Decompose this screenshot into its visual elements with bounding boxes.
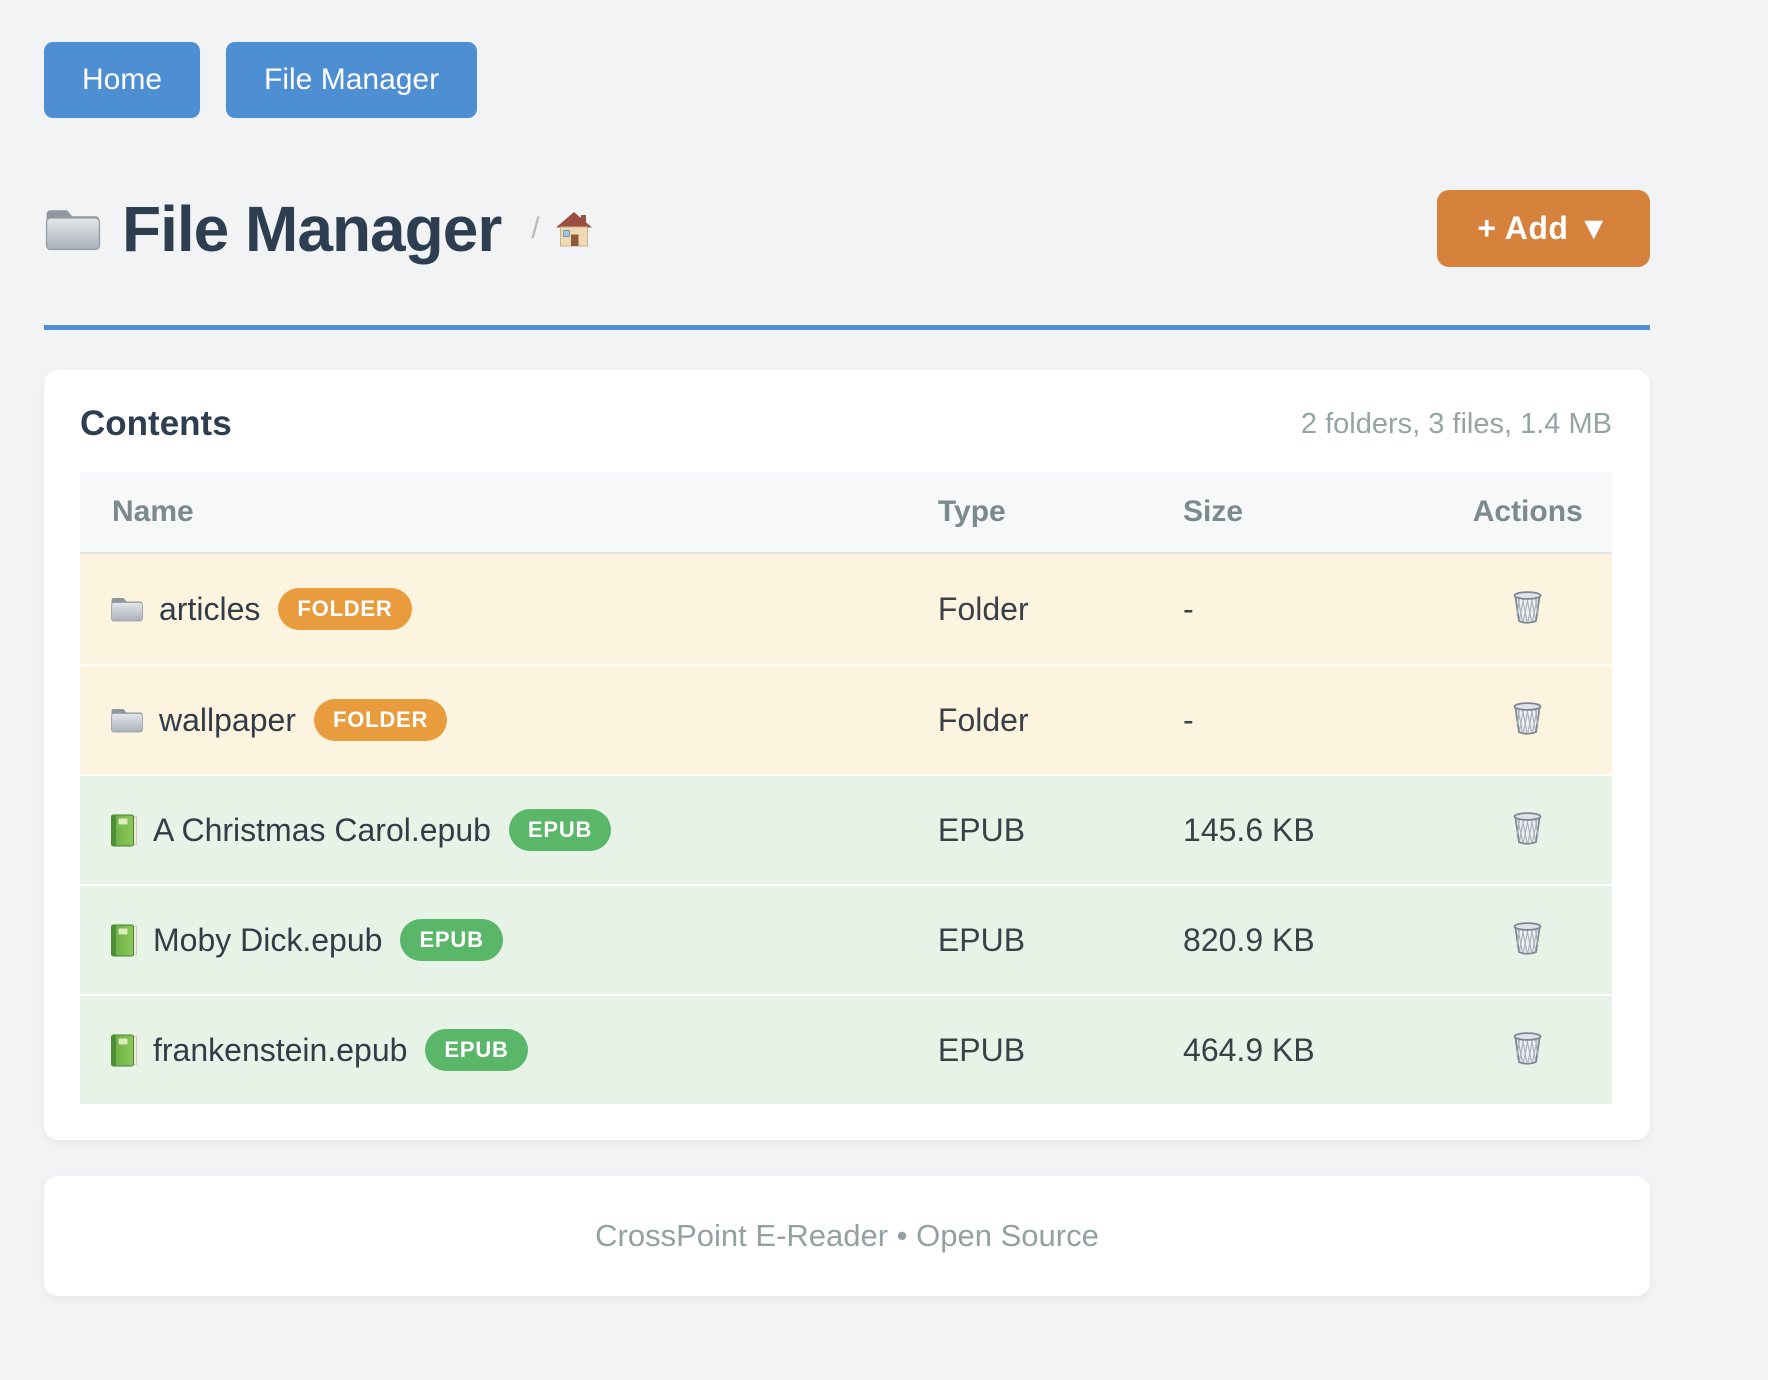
- delete-button[interactable]: [1508, 1027, 1547, 1070]
- contents-table: Name Type Size Actions ar: [80, 472, 1612, 1104]
- actions-cell: [1443, 554, 1612, 664]
- type-badge: EPUB: [400, 919, 502, 961]
- contents-card-header: Contents 2 folders, 3 files, 1.4 MB: [80, 404, 1612, 444]
- header-row: Name Type Size Actions: [80, 472, 1612, 554]
- house-icon: [554, 210, 594, 248]
- size-cell: 820.9 KB: [1183, 884, 1443, 994]
- page: Home File Manager File Manager /: [44, 0, 1650, 1296]
- folder-icon: [110, 595, 144, 623]
- footer-card: CrossPoint E-Reader • Open Source: [44, 1176, 1650, 1296]
- table-row[interactable]: articles FOLDER Folder -: [80, 554, 1612, 664]
- column-header-type: Type: [938, 472, 1183, 554]
- trash-icon: [1512, 811, 1543, 846]
- size-cell: -: [1183, 664, 1443, 774]
- contents-summary: 2 folders, 3 files, 1.4 MB: [1301, 408, 1612, 441]
- title-group: File Manager /: [44, 192, 594, 266]
- book-icon: [110, 924, 138, 957]
- top-nav: Home File Manager: [44, 42, 1650, 118]
- actions-cell: [1443, 994, 1612, 1104]
- file-name-link[interactable]: Moby Dick.epub: [153, 922, 382, 959]
- type-cell: EPUB: [938, 884, 1183, 994]
- trash-icon: [1512, 1031, 1543, 1066]
- home-button[interactable]: Home: [44, 42, 200, 118]
- type-badge: FOLDER: [314, 699, 447, 741]
- trash-icon: [1512, 921, 1543, 956]
- table-row[interactable]: wallpaper FOLDER Folder -: [80, 664, 1612, 774]
- delete-button[interactable]: [1508, 586, 1547, 629]
- contents-table-body: articles FOLDER Folder -: [80, 554, 1612, 1104]
- folder-icon: [110, 706, 144, 734]
- add-button[interactable]: + Add ▼: [1437, 190, 1650, 267]
- type-badge: FOLDER: [278, 588, 411, 630]
- size-cell: 464.9 KB: [1183, 994, 1443, 1104]
- column-header-actions: Actions: [1443, 472, 1612, 554]
- page-header: File Manager / + Add ▼: [44, 190, 1650, 330]
- footer-text: CrossPoint E-Reader • Open Source: [595, 1218, 1099, 1254]
- type-badge: EPUB: [425, 1029, 527, 1071]
- contents-title: Contents: [80, 404, 232, 444]
- breadcrumb-separator: /: [531, 212, 539, 246]
- trash-icon: [1512, 590, 1543, 625]
- table-row[interactable]: frankenstein.epub EPUB EPUB 464.9 KB: [80, 994, 1612, 1104]
- column-header-size: Size: [1183, 472, 1443, 554]
- type-cell: Folder: [938, 554, 1183, 664]
- size-cell: 145.6 KB: [1183, 774, 1443, 884]
- name-cell: frankenstein.epub EPUB: [80, 994, 938, 1104]
- type-cell: EPUB: [938, 994, 1183, 1104]
- name-cell: wallpaper FOLDER: [80, 664, 938, 774]
- type-cell: Folder: [938, 664, 1183, 774]
- trash-icon: [1512, 701, 1543, 736]
- book-icon: [110, 1034, 138, 1067]
- file-name-link[interactable]: articles: [159, 591, 260, 628]
- contents-card: Contents 2 folders, 3 files, 1.4 MB Name…: [44, 370, 1650, 1140]
- delete-button[interactable]: [1508, 807, 1547, 850]
- actions-cell: [1443, 774, 1612, 884]
- type-cell: EPUB: [938, 774, 1183, 884]
- file-name-link[interactable]: wallpaper: [159, 702, 296, 739]
- breadcrumb: /: [531, 210, 593, 248]
- name-cell: Moby Dick.epub EPUB: [80, 884, 938, 994]
- name-cell: articles FOLDER: [80, 554, 938, 664]
- file-name-link[interactable]: frankenstein.epub: [153, 1032, 407, 1069]
- name-cell: A Christmas Carol.epub EPUB: [80, 774, 938, 884]
- book-icon: [110, 814, 138, 847]
- table-row[interactable]: A Christmas Carol.epub EPUB EPUB 145.6 K…: [80, 774, 1612, 884]
- actions-cell: [1443, 884, 1612, 994]
- size-cell: -: [1183, 554, 1443, 664]
- contents-table-head: Name Type Size Actions: [80, 472, 1612, 554]
- breadcrumb-home-link[interactable]: [554, 210, 594, 248]
- table-row[interactable]: Moby Dick.epub EPUB EPUB 820.9 KB: [80, 884, 1612, 994]
- file-name-link[interactable]: A Christmas Carol.epub: [153, 812, 491, 849]
- delete-button[interactable]: [1508, 697, 1547, 740]
- actions-cell: [1443, 664, 1612, 774]
- folder-icon: [44, 205, 102, 253]
- type-badge: EPUB: [509, 809, 611, 851]
- column-header-name: Name: [80, 472, 938, 554]
- file-manager-button[interactable]: File Manager: [226, 42, 477, 118]
- page-title: File Manager: [122, 192, 501, 266]
- delete-button[interactable]: [1508, 917, 1547, 960]
